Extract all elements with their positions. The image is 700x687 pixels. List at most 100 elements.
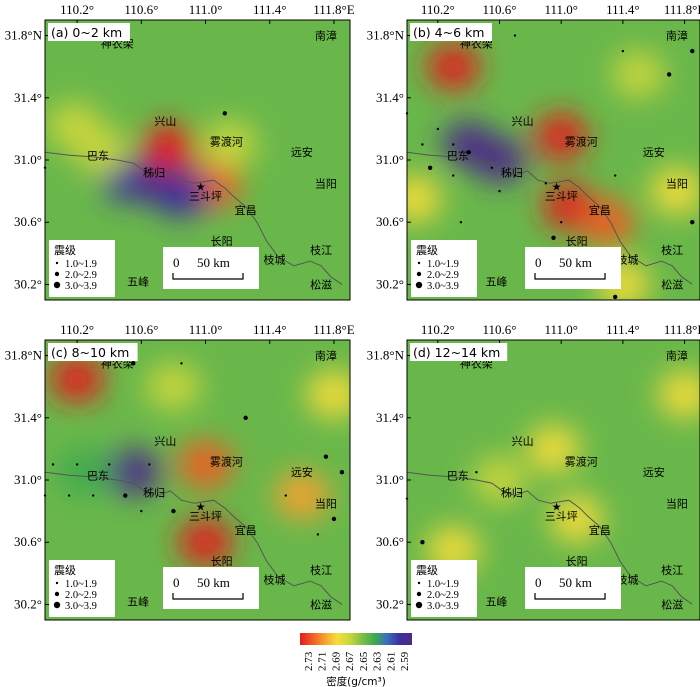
place-label: 三斗坪 xyxy=(189,190,222,203)
title-box xyxy=(410,343,508,361)
place-label: 枝城 xyxy=(264,573,286,587)
y-tick-label: 30.6° xyxy=(14,534,42,549)
scale-line xyxy=(172,273,244,280)
x-tick-label: 111.4° xyxy=(606,2,639,17)
magnitude-legend: 震级 1.0~1.92.0~2.93.0~3.9 xyxy=(49,560,115,617)
legend-symbol xyxy=(416,591,422,597)
density-anomaly xyxy=(105,448,161,497)
scale-line xyxy=(534,593,606,600)
colorbar-tick-label: 2.63 xyxy=(372,651,384,671)
legend-box xyxy=(49,240,115,297)
earthquake-point xyxy=(544,182,547,185)
panel-title-text: (d) 12~14 km xyxy=(413,345,500,360)
x-tick-label: 110.6° xyxy=(483,322,517,337)
legend-title: 震级 xyxy=(416,564,438,577)
legend-symbol xyxy=(54,591,60,597)
density-anomaly xyxy=(306,370,350,419)
title-box xyxy=(48,343,138,361)
y-tick-label: 30.2° xyxy=(14,596,42,611)
density-anomaly xyxy=(581,198,634,247)
place-label: 秭归 xyxy=(501,165,523,179)
earthquake-point xyxy=(513,174,517,177)
earthquake-point xyxy=(222,111,227,116)
x-tick-label: 110.6° xyxy=(124,2,158,17)
legend-symbol xyxy=(55,581,59,585)
y-tick-label: 31.8°N xyxy=(5,348,43,363)
scale-bar: 0 50 km xyxy=(163,567,259,609)
earthquake-point xyxy=(498,189,501,193)
density-anomaly xyxy=(178,440,233,489)
place-label: 当阳 xyxy=(666,496,688,510)
place-label: 枝城 xyxy=(617,253,639,267)
earthquake-point xyxy=(551,235,556,240)
x-tick-label: 110.2° xyxy=(60,322,94,337)
place-label: 长阳 xyxy=(211,235,233,248)
earthquake-point xyxy=(91,494,95,497)
scale-end: 50 km xyxy=(197,255,230,270)
colorbar-tick-label: 2.59 xyxy=(399,651,411,671)
density-anomaly xyxy=(550,495,604,543)
place-label: 远安 xyxy=(643,465,665,479)
earthquake-point xyxy=(108,463,111,466)
earthquake-point xyxy=(339,470,345,475)
density-anomaly xyxy=(73,126,129,175)
scale-box xyxy=(163,247,259,289)
place-label: 枝城 xyxy=(617,573,639,587)
y-tick-label: 31.4° xyxy=(14,410,42,425)
earthquake-point xyxy=(621,49,625,53)
colorbar-tick-label: 2.65 xyxy=(358,651,370,671)
earthquake-point xyxy=(51,463,55,466)
y-tick-label: 30.6° xyxy=(376,534,404,549)
x-tick-label: 110.2° xyxy=(421,322,455,337)
legend-symbol xyxy=(416,271,422,277)
station-star: ★ xyxy=(552,500,562,513)
earthquake-point xyxy=(148,463,151,466)
place-label: 宜昌 xyxy=(235,523,257,537)
scale-start: 0 xyxy=(535,255,542,270)
panel-title-text: (b) 4~6 km xyxy=(413,25,484,40)
y-tick-label: 31.0° xyxy=(376,472,404,487)
legend-box xyxy=(411,240,477,297)
place-label: 宜昌 xyxy=(235,203,257,217)
place-label: 五峰 xyxy=(127,595,149,608)
density-anomaly xyxy=(473,136,526,184)
station-star: ★ xyxy=(196,500,206,513)
legend-label: 1.0~1.9 xyxy=(427,259,459,270)
place-label: 兴山 xyxy=(512,435,534,448)
legend-symbol xyxy=(417,261,421,265)
place-label: 巴东 xyxy=(447,469,469,482)
place-label: 三斗坪 xyxy=(189,510,222,523)
legend-symbol xyxy=(417,581,421,585)
place-label: 南漳 xyxy=(666,349,688,363)
x-tick-label: 110.2° xyxy=(60,2,94,17)
y-tick-label: 31.8°N xyxy=(367,28,405,43)
density-anomaly xyxy=(534,112,588,161)
station-star: ★ xyxy=(196,180,206,193)
legend-label: 3.0~3.9 xyxy=(65,601,97,612)
earthquake-point xyxy=(475,471,478,474)
place-label: 松滋 xyxy=(310,597,332,611)
density-anomaly xyxy=(57,448,113,497)
place-label: 雾渡河 xyxy=(210,454,243,468)
panel-title: (d) 12~14 km xyxy=(410,343,508,361)
colorbar-tick-label: 2.61 xyxy=(385,652,397,671)
place-label: 长阳 xyxy=(566,235,588,248)
legend-label: 2.0~2.9 xyxy=(65,590,97,601)
earthquake-point xyxy=(171,508,176,514)
earthquake-point xyxy=(75,463,79,466)
earthquake-point xyxy=(666,72,672,77)
density-anomaly xyxy=(145,362,201,411)
magnitude-legend: 震级 1.0~1.92.0~2.93.0~3.9 xyxy=(49,240,115,297)
place-label: 南漳 xyxy=(315,349,337,363)
legend-label: 2.0~2.9 xyxy=(427,590,459,601)
earthquake-point xyxy=(331,516,337,522)
earthquake-point xyxy=(613,174,617,177)
magnitude-legend: 震级 1.0~1.92.0~2.93.0~3.9 xyxy=(411,560,477,617)
place-label: 南漳 xyxy=(315,29,337,43)
place-label: 秭归 xyxy=(143,485,165,499)
title-box xyxy=(410,23,492,41)
earthquake-point xyxy=(131,361,136,366)
density-anomaly xyxy=(49,355,105,403)
panel-title-text: (c) 8~10 km xyxy=(51,345,129,360)
